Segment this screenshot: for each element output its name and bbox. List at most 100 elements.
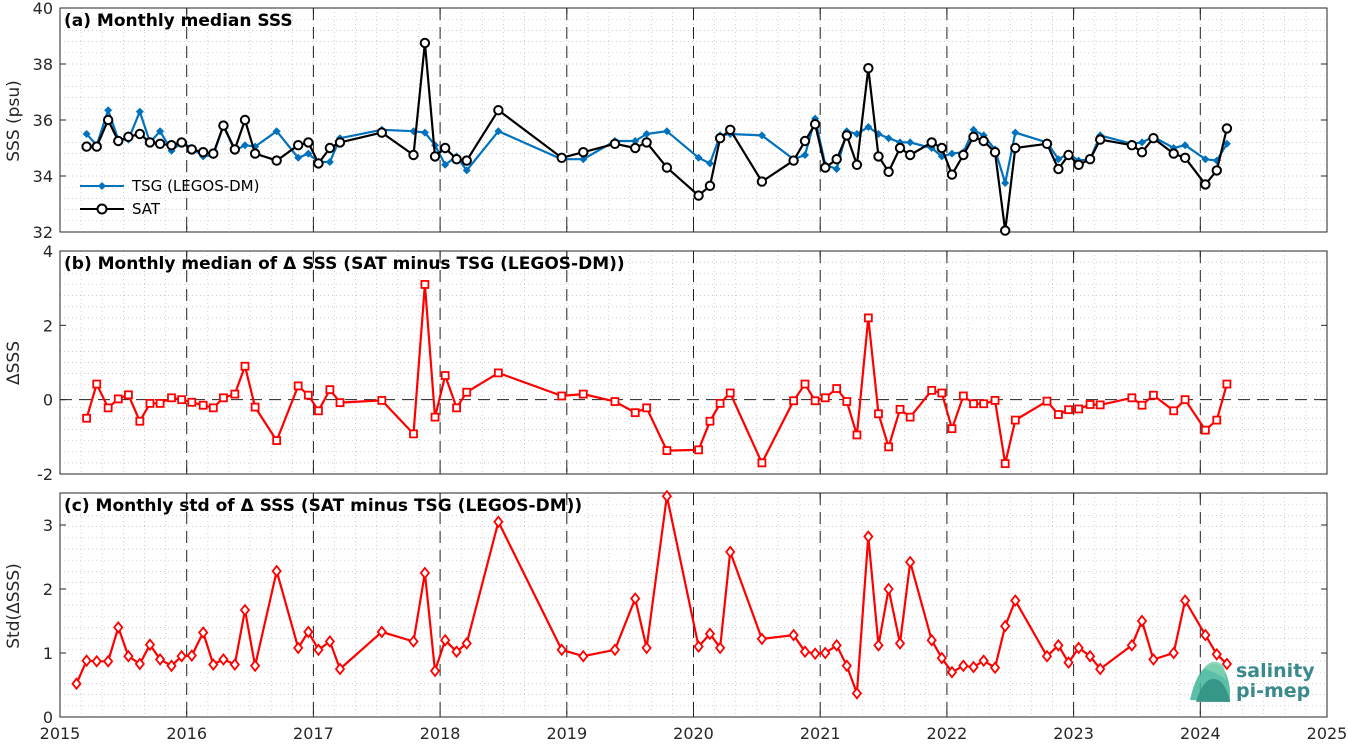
data-point [1126, 140, 1138, 151]
data-point [176, 649, 187, 663]
data-point [1168, 646, 1179, 660]
data-point [1053, 638, 1064, 652]
data-point [272, 127, 281, 136]
data-point [979, 399, 989, 409]
data-point [662, 127, 671, 136]
data-point [271, 155, 282, 166]
data-point [1211, 165, 1222, 176]
data-point [1073, 159, 1084, 171]
legend-tsg-label: TSG (LEGOS-DM) [131, 177, 259, 195]
y-tick-label: 32 [33, 223, 53, 242]
data-point [579, 155, 588, 164]
data-point [325, 158, 334, 166]
data-point [809, 119, 821, 130]
data-point [809, 647, 821, 661]
y-tick-label: 34 [33, 167, 53, 186]
data-point [946, 169, 958, 180]
data-point [452, 403, 461, 413]
data-point [641, 641, 652, 655]
data-point [661, 489, 673, 503]
data-point [936, 651, 947, 665]
data-point [229, 658, 240, 671]
legend-sat-marker [96, 203, 108, 215]
data-point [334, 662, 346, 676]
data-point [725, 124, 736, 136]
data-point [197, 147, 209, 158]
data-point [990, 396, 1000, 405]
data-point [250, 402, 260, 412]
data-point [451, 154, 462, 165]
data-point [1064, 405, 1073, 415]
data-point [704, 627, 716, 641]
data-point [705, 416, 715, 426]
data-point [249, 148, 261, 159]
y-tick-label: 2 [43, 316, 53, 335]
data-point [1201, 155, 1210, 164]
data-point [271, 564, 282, 578]
data-point [556, 643, 567, 657]
data-point [303, 390, 313, 400]
data-point [610, 397, 620, 406]
data-point [968, 131, 979, 143]
data-point [429, 664, 441, 678]
data-point [642, 130, 651, 138]
y-tick-label: 0 [43, 708, 53, 727]
data-point [756, 632, 768, 646]
data-point [641, 137, 652, 148]
data-point [493, 368, 503, 378]
legend-tsg-marker [98, 182, 106, 190]
data-point [906, 138, 915, 147]
data-point [831, 154, 842, 165]
data-point [1200, 179, 1211, 190]
data-point [313, 158, 324, 169]
data-point [154, 138, 166, 150]
data-point [789, 396, 798, 406]
data-point [1095, 400, 1105, 410]
panel-c-series [71, 489, 1233, 700]
data-point [947, 149, 956, 158]
data-point [230, 389, 240, 399]
data-point [757, 458, 767, 468]
data-point [936, 142, 948, 154]
data-point [166, 659, 177, 673]
data-point [958, 391, 968, 401]
logo-line1: salinity [1236, 660, 1315, 682]
data-point [177, 395, 187, 405]
data-point [788, 155, 799, 166]
data-point [1000, 619, 1011, 633]
data-point [852, 130, 861, 138]
data-point [218, 652, 229, 666]
data-point [303, 137, 314, 148]
data-point [863, 62, 874, 74]
data-point [440, 371, 450, 380]
data-point [757, 131, 766, 140]
data-point [926, 633, 937, 647]
data-point [820, 646, 831, 660]
data-point [81, 141, 92, 152]
data-point [1053, 410, 1063, 419]
data-point [1200, 425, 1210, 435]
y-tick-label: 36 [33, 111, 53, 130]
data-point [704, 180, 716, 192]
data-point [642, 403, 652, 413]
panel-a-background: 32 34 36 38 40 [33, 0, 1328, 242]
data-point [894, 142, 906, 154]
data-point [461, 636, 472, 650]
data-point [71, 677, 82, 691]
x-tick-label: 2025 [1307, 724, 1348, 743]
data-point [788, 628, 799, 642]
data-point [135, 416, 145, 426]
data-point [820, 162, 831, 173]
data-point [1010, 594, 1021, 607]
legend-sat-label: SAT [132, 200, 161, 218]
data-point [1211, 647, 1222, 661]
data-point [556, 152, 567, 164]
data-point [1084, 154, 1096, 165]
data-point [989, 147, 1001, 158]
data-point [863, 313, 873, 323]
data-point [420, 280, 430, 289]
data-point [249, 659, 261, 673]
data-point [1222, 379, 1232, 389]
data-point [1127, 393, 1137, 403]
